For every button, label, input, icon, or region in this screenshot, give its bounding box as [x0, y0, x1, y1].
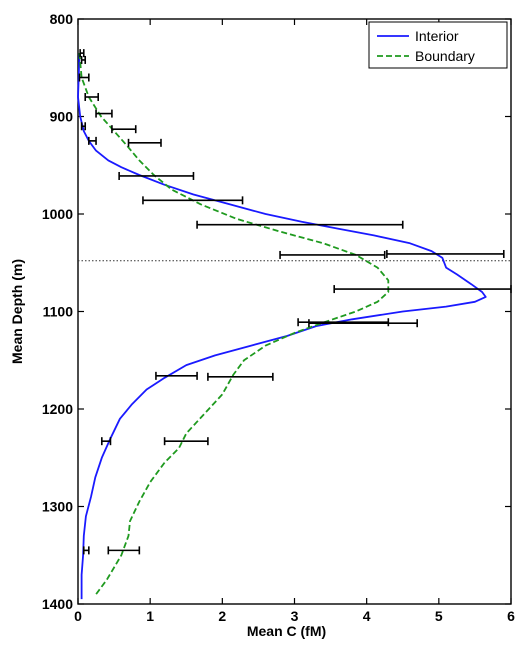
error-bar [84, 93, 100, 101]
error-bar [95, 109, 113, 118]
error-bar [297, 318, 390, 327]
y-tick-label: 900 [50, 109, 74, 125]
legend: Interior Boundary [368, 21, 508, 69]
y-tick-label: 800 [50, 11, 74, 27]
x-tick-label: 0 [74, 608, 82, 624]
legend-label-boundary: Boundary [415, 48, 475, 64]
x-tick-label: 6 [507, 608, 515, 624]
error-bar [207, 372, 274, 381]
error-bar [80, 55, 87, 64]
y-axis-label: Mean Depth (m) [9, 259, 25, 364]
error-bar [79, 49, 85, 58]
x-tick-label: 3 [291, 608, 299, 624]
plot-frame [77, 18, 512, 605]
y-tick-label: 1100 [43, 304, 74, 320]
plot-elements: 0 1 2 3 4 5 6 800 900 1000 1100 1200 1300 1400 [42, 11, 515, 624]
x-tick-label: 2 [218, 608, 226, 624]
error-bar [118, 171, 195, 180]
error-bar [127, 138, 162, 147]
legend-label-interior: Interior [415, 28, 459, 44]
error-bar [88, 136, 97, 145]
error-bar [308, 319, 418, 328]
error-bar [111, 125, 137, 134]
error-bar [107, 546, 141, 555]
error-bar [82, 546, 90, 555]
error-bar [80, 122, 87, 131]
error-bar [196, 220, 404, 229]
error-bar [386, 249, 505, 258]
error-bar [155, 371, 198, 380]
error-bar [279, 250, 386, 259]
error-bar [333, 285, 512, 294]
y-tick-label: 1400 [42, 596, 73, 612]
y-tick-label: 1200 [42, 401, 73, 417]
series-line-interior [77, 53, 487, 600]
legend-box [368, 21, 508, 69]
x-tick-label: 4 [363, 608, 371, 624]
y-tick-label: 1300 [42, 499, 73, 515]
x-axis-label: Mean C (fM) [247, 623, 326, 639]
x-tick-label: 5 [435, 608, 443, 624]
error-bar [101, 437, 112, 446]
error-bar [142, 196, 244, 205]
x-tick-label: 1 [146, 608, 154, 624]
y-tick-label: 1000 [42, 206, 73, 222]
error-bar [163, 437, 209, 446]
error-bar [78, 73, 90, 82]
series-line-boundary [78, 53, 390, 595]
